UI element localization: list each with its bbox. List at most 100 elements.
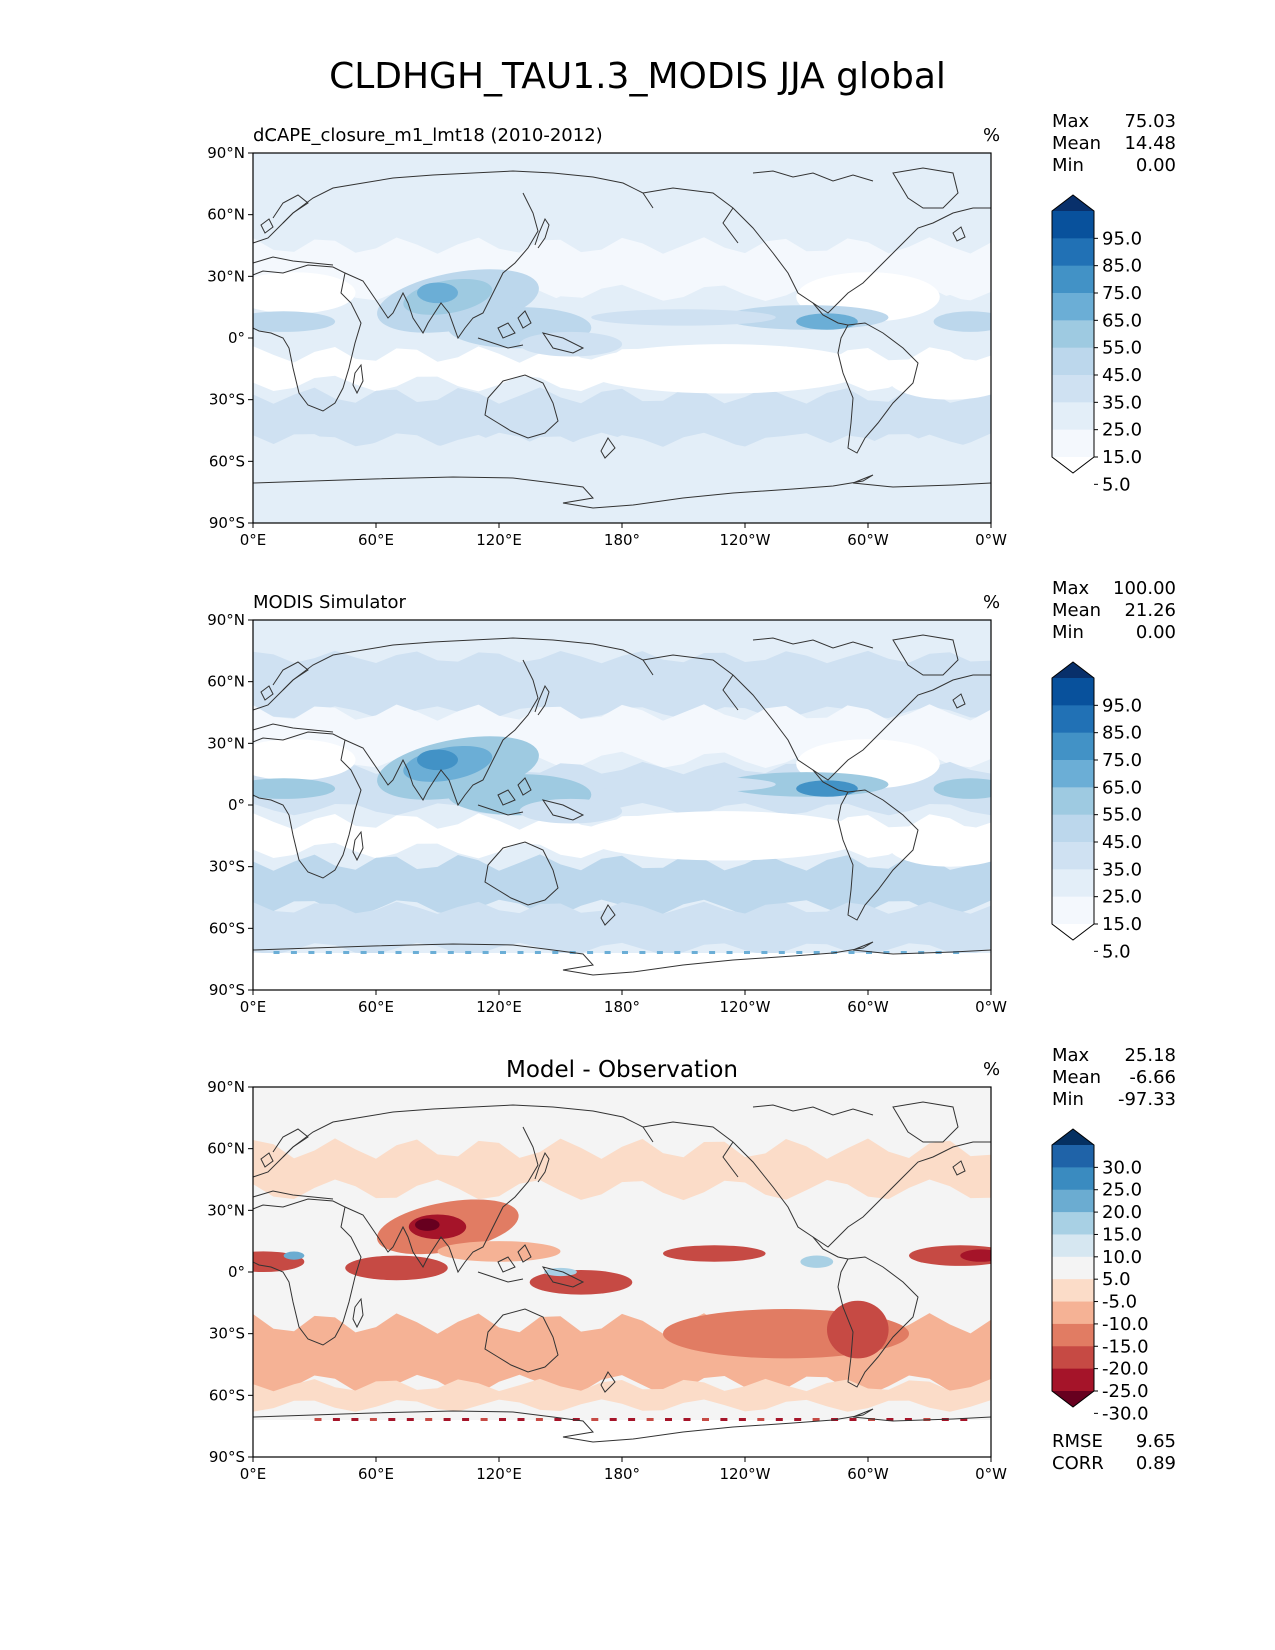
lon-tick-label: 0°E bbox=[240, 1465, 267, 1483]
colorbar-band bbox=[1052, 787, 1094, 816]
stat-label: Mean bbox=[1052, 133, 1101, 154]
colorbar-tick-label: 25.0 bbox=[1102, 1180, 1142, 1201]
lon-tick-label: 0°W bbox=[975, 998, 1007, 1016]
colorbar-extend-top bbox=[1052, 662, 1094, 678]
colorbar-extend-bottom bbox=[1052, 1391, 1094, 1407]
colorbar-tick-label: 5.0 bbox=[1102, 1269, 1131, 1290]
stat-value: 0.00 bbox=[1136, 622, 1176, 643]
colorbar-band bbox=[1052, 1323, 1094, 1347]
lat-tick-label: 0° bbox=[228, 796, 245, 814]
panel-units: % bbox=[983, 1059, 1000, 1080]
colorbar-tick-label: -10.0 bbox=[1102, 1314, 1149, 1335]
stat-label: Min bbox=[1052, 1089, 1084, 1110]
stat-label: Max bbox=[1052, 578, 1090, 599]
colorbar-band bbox=[1052, 1189, 1094, 1213]
lat-tick-label: 60°S bbox=[209, 919, 245, 937]
colorbar-tick-label: 5.0 bbox=[1102, 941, 1131, 962]
stat-value: -97.33 bbox=[1118, 1089, 1176, 1110]
metric-label: RMSE bbox=[1052, 1431, 1103, 1452]
colorbar-tick-label: 25.0 bbox=[1102, 420, 1142, 441]
metric-value: 9.65 bbox=[1136, 1431, 1176, 1452]
stat-value: 25.18 bbox=[1124, 1045, 1176, 1066]
colorbar-tick-label: -25.0 bbox=[1102, 1381, 1149, 1402]
colorbar-band bbox=[1052, 1145, 1094, 1168]
colorbar-extend-top bbox=[1052, 195, 1094, 211]
metric-label: CORR bbox=[1052, 1453, 1104, 1474]
colorbar-extend-bottom bbox=[1052, 924, 1094, 940]
lon-tick-label: 120°E bbox=[476, 1465, 522, 1483]
panel-left-title: MODIS Simulator bbox=[253, 592, 406, 613]
lon-tick-label: 60°W bbox=[847, 1465, 889, 1483]
lon-tick-label: 60°E bbox=[358, 1465, 394, 1483]
lon-tick-label: 0°W bbox=[975, 531, 1007, 549]
colorbar-reference: 95.0 85.0 75.0 65.0 55.0 45.0 35.0 25.0 15.0 5.0 bbox=[1051, 661, 1142, 962]
stat-label: Mean bbox=[1052, 600, 1101, 621]
colorbar-band bbox=[1052, 869, 1094, 898]
colorbar-tick-label: 65.0 bbox=[1102, 310, 1142, 331]
colorbar-difference: 30.025.020.015.010.05.0-5.0-10.0-15.0-20… bbox=[1051, 1128, 1149, 1424]
colorbar-tick-label: 75.0 bbox=[1102, 750, 1142, 771]
panel-units: % bbox=[983, 592, 1000, 613]
colorbar-test: 95.0 85.0 75.0 65.0 55.0 45.0 35.0 25.0 15.0 5.0 bbox=[1051, 194, 1142, 495]
colorbar-band bbox=[1052, 402, 1094, 431]
lon-tick-label: 0°E bbox=[240, 531, 267, 549]
colorbar-band bbox=[1052, 678, 1094, 706]
colorbar-band bbox=[1052, 429, 1094, 458]
lat-tick-label: 90°S bbox=[209, 514, 245, 532]
colorbar-tick-label: 75.0 bbox=[1102, 283, 1142, 304]
colorbar-band bbox=[1052, 732, 1094, 761]
colorbar-tick-label: 55.0 bbox=[1102, 805, 1142, 826]
lon-tick-label: 120°W bbox=[720, 1465, 771, 1483]
colorbar-tick-label: 35.0 bbox=[1102, 859, 1142, 880]
colorbar-band bbox=[1052, 1167, 1094, 1191]
lat-tick-label: 90°N bbox=[207, 611, 245, 629]
colorbar-tick-label: 20.0 bbox=[1102, 1202, 1142, 1223]
colorbar-tick-label: -20.0 bbox=[1102, 1359, 1149, 1380]
colorbar-band bbox=[1052, 1301, 1094, 1325]
colorbar-tick-label: 95.0 bbox=[1102, 228, 1142, 249]
panel-test: dCAPE_closure_m1_lmt18 (2010-2012) % 90°N 6… bbox=[207, 111, 1176, 549]
colorbar-band bbox=[1052, 1368, 1094, 1392]
lat-tick-label: 90°S bbox=[209, 981, 245, 999]
colorbar-tick-label: 65.0 bbox=[1102, 777, 1142, 798]
colorbar-tick-label: 85.0 bbox=[1102, 256, 1142, 277]
colorbar-tick-label: 25.0 bbox=[1102, 887, 1142, 908]
panel-center-title: Model - Observation bbox=[506, 1057, 738, 1083]
lat-tick-label: 30°N bbox=[207, 734, 245, 752]
colorbar-band bbox=[1052, 1279, 1094, 1303]
lon-tick-label: 180° bbox=[604, 531, 640, 549]
lon-tick-label: 120°W bbox=[720, 531, 771, 549]
map-field-test bbox=[253, 153, 991, 523]
colorbar-band bbox=[1052, 238, 1094, 267]
lon-tick-label: 60°E bbox=[358, 531, 394, 549]
panel-difference: Model - Observation % 90°N 60°N 30°N 0° 30°S 60… bbox=[207, 1045, 1176, 1483]
lon-tick-label: 120°W bbox=[720, 998, 771, 1016]
lat-tick-label: 0° bbox=[228, 329, 245, 347]
colorbar-band bbox=[1052, 705, 1094, 734]
map-field-difference bbox=[253, 1087, 991, 1457]
map-field-reference bbox=[253, 620, 991, 990]
colorbar-band bbox=[1052, 265, 1094, 294]
stat-label: Min bbox=[1052, 155, 1084, 176]
lat-tick-label: 60°N bbox=[207, 673, 245, 691]
colorbar-band bbox=[1052, 1212, 1094, 1236]
colorbar-band bbox=[1052, 293, 1094, 321]
stat-label: Max bbox=[1052, 111, 1090, 132]
lat-tick-label: 30°S bbox=[209, 858, 245, 876]
stat-value: 100.00 bbox=[1113, 578, 1176, 599]
lon-tick-label: 120°E bbox=[476, 998, 522, 1016]
lon-tick-label: 60°W bbox=[847, 531, 889, 549]
panel-units: % bbox=[983, 125, 1000, 146]
colorbar-tick-label: 95.0 bbox=[1102, 695, 1142, 716]
lon-tick-label: 0°E bbox=[240, 998, 267, 1016]
lat-tick-label: 90°N bbox=[207, 1078, 245, 1096]
colorbar-tick-label: 55.0 bbox=[1102, 338, 1142, 359]
colorbar-band bbox=[1052, 760, 1094, 788]
lat-tick-label: 30°S bbox=[209, 391, 245, 409]
lon-tick-label: 60°W bbox=[847, 998, 889, 1016]
colorbar-band bbox=[1052, 347, 1094, 376]
colorbar-tick-label: 35.0 bbox=[1102, 392, 1142, 413]
colorbar-band bbox=[1052, 1256, 1094, 1280]
colorbar-tick-label: 45.0 bbox=[1102, 365, 1142, 386]
